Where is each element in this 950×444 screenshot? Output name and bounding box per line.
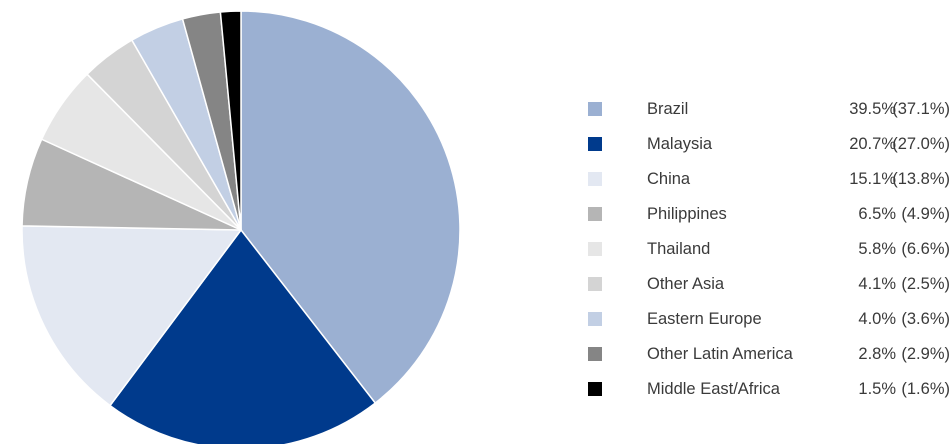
legend-value: 1.5% [858,380,896,398]
legend-prior-value: (4.9%) [901,205,950,223]
legend-item: Philippines 6.5% (4.9%) [588,201,950,236]
legend-value: 20.7% [849,135,896,153]
legend: Brazil 39.5% (37.1%) Malaysia 20.7% (27.… [588,96,950,411]
legend-value: 6.5% [858,205,896,223]
legend-item: Malaysia 20.7% (27.0%) [588,131,950,166]
legend-value: 4.1% [858,275,896,293]
legend-label: Thailand [647,240,711,258]
legend-label: Middle East/Africa [647,380,780,398]
legend-swatch [588,137,602,151]
legend-prior-value: (37.1%) [892,100,950,118]
legend-prior-value: (1.6%) [901,380,950,398]
legend-prior-value: (2.9%) [901,345,950,363]
legend-label: Eastern Europe [647,310,762,328]
legend-item: Middle East/Africa 1.5% (1.6%) [588,376,950,411]
legend-label: Other Asia [647,275,725,293]
legend-label: Philippines [647,205,727,223]
legend-swatch [588,102,602,116]
legend-value: 5.8% [858,240,896,258]
legend-item: China 15.1% (13.8%) [588,166,950,201]
legend-swatch [588,172,602,186]
legend-prior-value: (2.5%) [901,275,950,293]
legend-value: 15.1% [849,170,896,188]
legend-prior-value: (27.0%) [892,135,950,153]
legend-item: Brazil 39.5% (37.1%) [588,96,950,131]
legend-swatch [588,207,602,221]
legend-item: Eastern Europe 4.0% (3.6%) [588,306,950,341]
legend-prior-value: (6.6%) [901,240,950,258]
legend-label: Brazil [647,100,689,118]
legend-value: 39.5% [849,100,896,118]
legend-label: Malaysia [647,135,713,153]
pie-slice-middle-east-africa [219,10,242,231]
legend-item: Other Latin America 2.8% (2.9%) [588,341,950,376]
legend-prior-value: (3.6%) [901,310,950,328]
legend-prior-value: (13.8%) [892,170,950,188]
legend-item: Other Asia 4.1% (2.5%) [588,271,950,306]
legend-label: China [647,170,691,188]
legend-swatch [588,347,602,361]
legend-swatch [588,242,602,256]
legend-swatch [588,277,602,291]
legend-swatch [588,382,602,396]
legend-item: Thailand 5.8% (6.6%) [588,236,950,271]
pie-slice-malaysia [109,229,376,444]
legend-value: 2.8% [858,345,896,363]
pie-slice-brazil [240,10,461,404]
pie-chart [21,10,461,444]
pie-slice-china [21,225,242,407]
legend-value: 4.0% [858,310,896,328]
legend-label: Other Latin America [647,345,793,363]
legend-swatch [588,312,602,326]
